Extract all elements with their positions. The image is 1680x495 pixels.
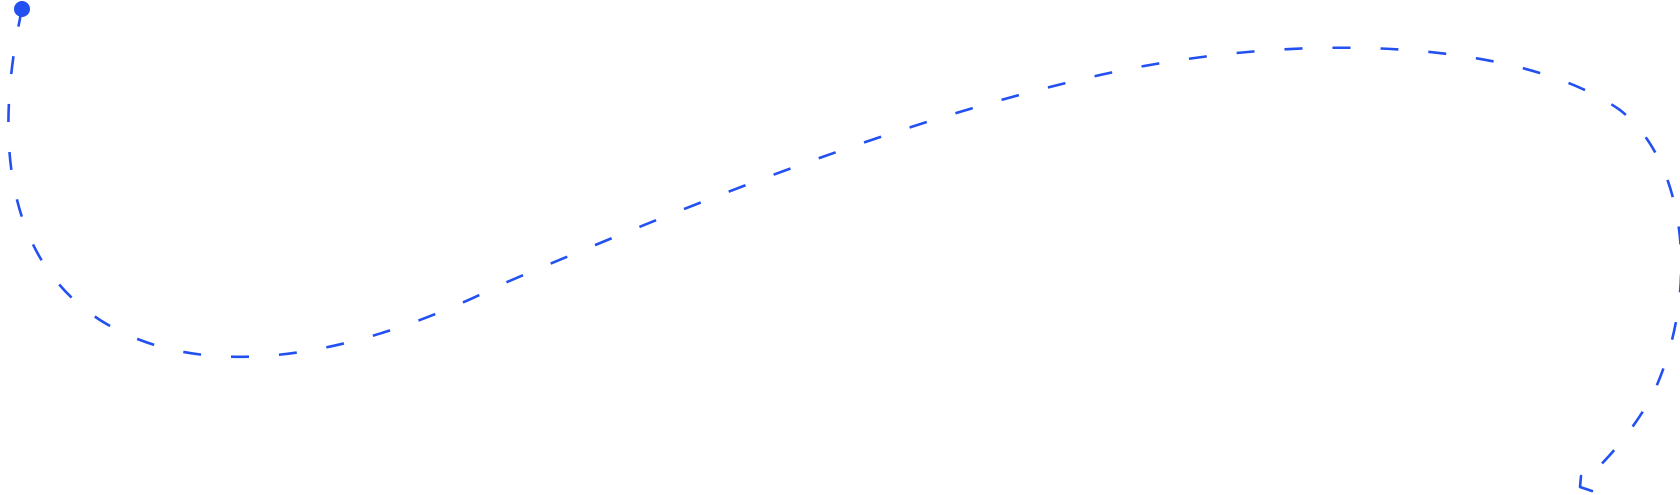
- end-arrowhead-icon[interactable]: [1578, 474, 1594, 493]
- start-point-dot-icon[interactable]: [14, 1, 30, 17]
- dashed-connector-curve[interactable]: [7, 8, 1680, 486]
